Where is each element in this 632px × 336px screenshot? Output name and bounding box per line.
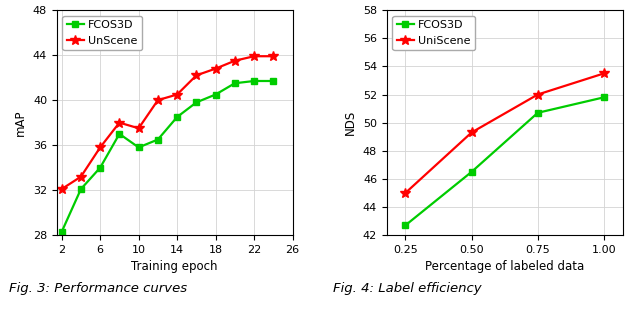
FCOS3D	[193, 100, 200, 104]
UnScene	[135, 126, 142, 130]
UniScene	[600, 71, 608, 75]
X-axis label: Percentage of labeled data: Percentage of labeled data	[425, 260, 585, 274]
UnScene	[77, 175, 85, 179]
FCOS3D	[77, 187, 85, 191]
Line: UniScene: UniScene	[401, 69, 609, 198]
UniScene	[468, 130, 475, 134]
X-axis label: Training epoch: Training epoch	[131, 260, 218, 274]
FCOS3D	[231, 81, 239, 85]
Y-axis label: mAP: mAP	[15, 110, 27, 136]
UnScene	[212, 67, 219, 71]
UnScene	[116, 121, 123, 125]
UnScene	[250, 54, 258, 58]
UnScene	[154, 98, 162, 102]
Text: Fig. 4: Label efficiency: Fig. 4: Label efficiency	[333, 282, 482, 295]
UnScene	[193, 73, 200, 77]
Line: FCOS3D: FCOS3D	[402, 94, 607, 228]
FCOS3D	[401, 223, 409, 227]
UnScene	[96, 145, 104, 150]
UnScene	[231, 59, 239, 63]
FCOS3D	[116, 132, 123, 136]
FCOS3D	[212, 92, 219, 96]
UniScene	[534, 92, 542, 96]
FCOS3D	[269, 79, 277, 83]
Legend: FCOS3D, UnScene: FCOS3D, UnScene	[63, 16, 142, 50]
FCOS3D	[250, 79, 258, 83]
FCOS3D	[96, 166, 104, 170]
Line: FCOS3D: FCOS3D	[59, 78, 276, 235]
FCOS3D	[154, 137, 162, 141]
FCOS3D	[468, 170, 475, 174]
Line: UnScene: UnScene	[57, 51, 278, 194]
UniScene	[401, 191, 409, 195]
FCOS3D	[534, 111, 542, 115]
UnScene	[58, 187, 66, 191]
Text: Fig. 3: Performance curves: Fig. 3: Performance curves	[9, 282, 187, 295]
FCOS3D	[600, 95, 608, 99]
FCOS3D	[173, 115, 181, 119]
UnScene	[173, 92, 181, 96]
FCOS3D	[58, 230, 66, 234]
Legend: FCOS3D, UniScene: FCOS3D, UniScene	[392, 16, 475, 50]
UnScene	[269, 54, 277, 58]
Y-axis label: NDS: NDS	[344, 110, 357, 135]
FCOS3D	[135, 145, 142, 150]
